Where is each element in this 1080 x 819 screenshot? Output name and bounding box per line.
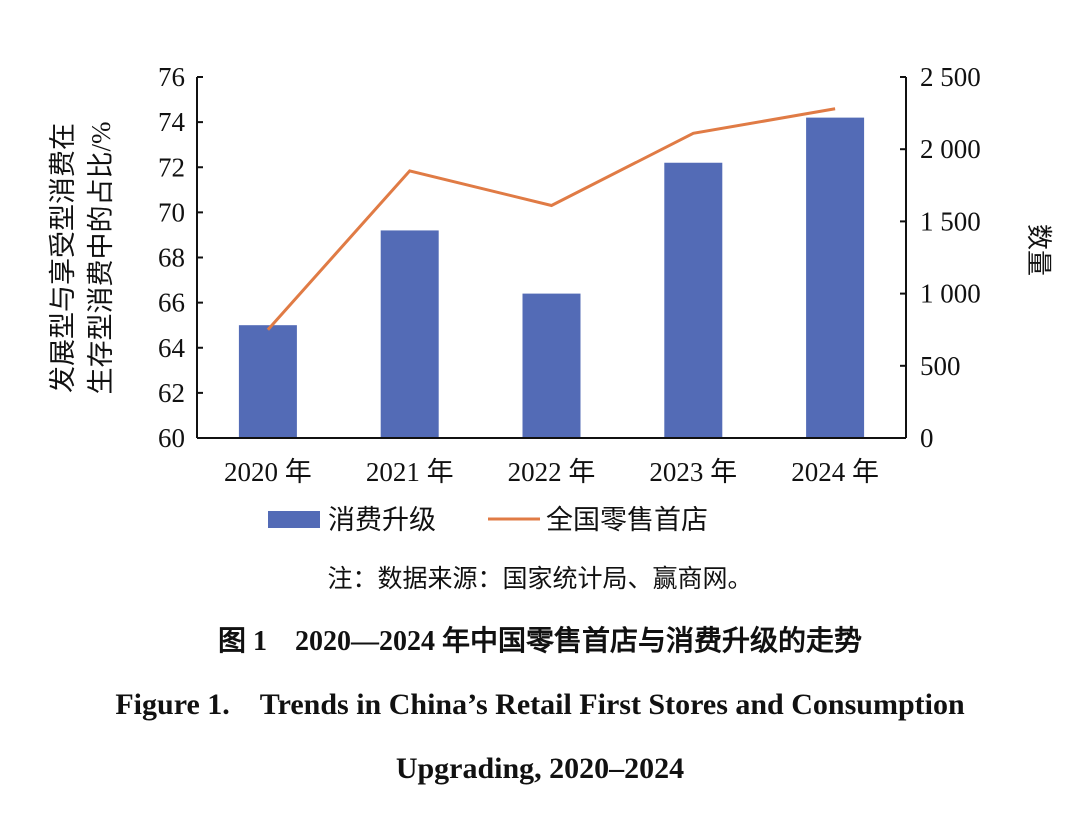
x-tick-label: 2020 年 bbox=[224, 457, 312, 487]
caption-cn: 图 1 2020—2024 年中国零售首店与消费升级的走势 bbox=[217, 626, 862, 657]
legend-bar-swatch bbox=[268, 511, 320, 528]
x-tick-label: 2021 年 bbox=[366, 457, 454, 487]
y-tick-label: 74 bbox=[158, 107, 186, 137]
y-tick-label: 70 bbox=[158, 197, 185, 227]
y-axis-label: 发展型与享受型消费在 生存型消费中的占比/% bbox=[48, 122, 116, 395]
legend-line-label: 全国零售首店 bbox=[546, 505, 708, 535]
bar-2021 年 bbox=[380, 230, 439, 438]
bar-2023 年 bbox=[664, 162, 723, 439]
y-tick-label: 60 bbox=[158, 423, 185, 453]
legend: 消费升级 全国零售首店 bbox=[268, 505, 708, 535]
y2-tick-label: 1 000 bbox=[920, 279, 981, 309]
y-axis-label-line: 发展型与享受型消费在 bbox=[48, 123, 78, 393]
y2-tick-label: 500 bbox=[920, 351, 961, 381]
y-tick-label: 64 bbox=[158, 333, 186, 363]
y-tick-label: 68 bbox=[158, 243, 185, 273]
y-tick-label: 72 bbox=[158, 152, 185, 182]
line-series-group bbox=[266, 107, 836, 331]
chart: 发展型与享受型消费在 生存型消费中的占比/% 数量 60 62 64 66 68 70 72 7… bbox=[48, 62, 1053, 535]
y2-tick-label: 2 500 bbox=[920, 62, 981, 92]
y2-tick-label: 2 000 bbox=[920, 134, 981, 164]
y-tick-label: 66 bbox=[158, 288, 185, 318]
y2-axis-label: 数量 bbox=[1024, 224, 1053, 276]
caption-en-1: Figure 1. Trends in China’s Retail First… bbox=[115, 688, 965, 721]
caption-en-2: Upgrading, 2020–2024 bbox=[395, 752, 685, 785]
y-tick-label: 62 bbox=[158, 378, 185, 408]
bar-2022 年 bbox=[522, 293, 581, 438]
x-tick-label: 2022 年 bbox=[508, 457, 596, 487]
legend-bar-label: 消费升级 bbox=[328, 505, 436, 535]
bar-2024 年 bbox=[806, 117, 865, 439]
y2-tick-label: 1 500 bbox=[920, 206, 981, 236]
bar-2020 年 bbox=[238, 325, 297, 438]
y-axis-label-line: 生存型消费中的占比/% bbox=[86, 122, 116, 395]
axes: 60 62 64 66 68 70 72 74 76 0 500 1 000 1 500 2 000 2 5… bbox=[158, 62, 981, 487]
source-note: 注：数据来源：国家统计局、赢商网。 bbox=[327, 566, 753, 593]
y-tick-label: 76 bbox=[158, 62, 185, 92]
x-tick-label: 2024 年 bbox=[791, 457, 879, 487]
y2-tick-label: 0 bbox=[920, 423, 934, 453]
bars bbox=[238, 117, 865, 439]
x-tick-label: 2023 年 bbox=[649, 457, 737, 487]
